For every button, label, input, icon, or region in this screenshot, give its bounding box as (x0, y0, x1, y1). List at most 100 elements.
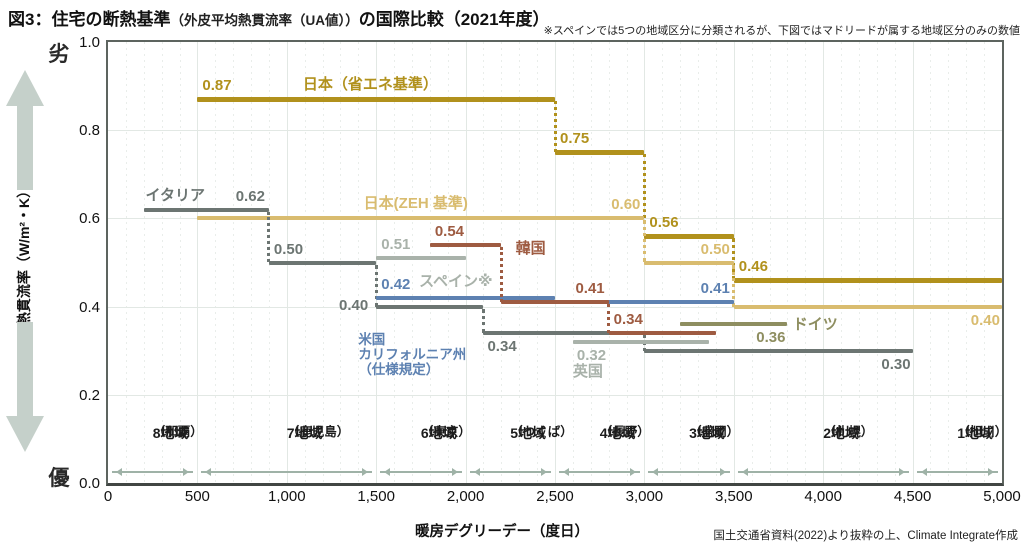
region-span-arrow (201, 468, 373, 476)
segment-us_ca (376, 295, 555, 300)
region-span-arrow (648, 468, 730, 476)
gridline-vertical-minor (966, 42, 968, 483)
gridline-vertical (465, 42, 467, 483)
y-tick: 1.0 (79, 34, 100, 51)
value-label-italy: 0.34 (487, 338, 517, 356)
x-tick: 2,000 (446, 488, 485, 505)
gridline-vertical-minor (483, 42, 485, 483)
value-label-japan_zeh: 0.60 (611, 196, 641, 214)
x-tick: 3,500 (715, 488, 753, 505)
value-label-japan_zeh: 0.40 (970, 311, 1000, 329)
value-label-italy: 0.40 (339, 296, 369, 314)
figure-title-paren: （外皮平均熱貫流率（UA値）） (170, 13, 359, 28)
gridline-vertical-minor (751, 42, 753, 483)
region-name: 5地域 (510, 425, 547, 441)
gridline-vertical-minor (537, 42, 539, 483)
gridline-vertical-minor (233, 42, 235, 483)
segment-korea (501, 300, 609, 305)
value-label-japan_enesho: 0.75 (560, 130, 590, 148)
x-tick: 4,000 (804, 488, 842, 505)
gridline-vertical (912, 42, 914, 483)
country-label-spain: スペイン※ (419, 273, 493, 291)
value-label-italy: 0.30 (881, 355, 911, 373)
gridline-vertical-minor (787, 42, 789, 483)
y-tick: 0.6 (79, 210, 100, 228)
segment-japan_zeh (197, 216, 645, 221)
gridline-vertical (823, 42, 825, 483)
country-label-japan_enesho: 日本（省エネ基準） (302, 76, 438, 94)
y-axis-tick-labels: 1.0 0.8 0.6 0.4 0.2 0.0 (56, 34, 100, 492)
value-label-japan_enesho: 0.56 (649, 214, 679, 232)
value-label-italy: 0.62 (235, 187, 265, 205)
gridline-vertical (376, 42, 378, 483)
segment-germany (680, 322, 788, 327)
gridline-vertical (197, 42, 199, 483)
country-label-italy: イタリア (145, 186, 205, 204)
segment-us_ca (555, 300, 734, 305)
x-tick: 500 (184, 488, 210, 505)
gridline-vertical-minor (215, 42, 217, 483)
y-tick: 0.0 (79, 475, 100, 492)
y-axis-up-arrow-icon (6, 70, 44, 190)
gridline-vertical-minor (572, 42, 574, 483)
gridline-vertical-minor (519, 42, 521, 483)
gridline-vertical-minor (858, 42, 860, 483)
gridline-vertical-minor (984, 42, 986, 483)
gridline-horizontal (108, 394, 1002, 396)
step-connector-korea (499, 246, 503, 303)
step-connector-korea (607, 304, 611, 334)
y-axis-title: 熱貫流率（W/m²・K） (16, 183, 32, 327)
region-span-arrow (469, 468, 551, 476)
step-connector-japan_enesho (553, 101, 557, 153)
value-label-japan_enesho: 0.87 (202, 77, 232, 95)
gridline-vertical-minor (590, 42, 592, 483)
x-axis-title: 暖房デグリーデー（度日） (415, 524, 589, 540)
value-label-korea: 0.34 (613, 311, 643, 329)
x-tick: 1,000 (268, 488, 306, 505)
region-city: （那覇） (152, 425, 203, 439)
gridline-vertical-minor (626, 42, 628, 483)
gridline-vertical-minor (161, 42, 163, 483)
step-connector-italy (374, 264, 378, 307)
x-tick: 1,500 (357, 488, 395, 505)
value-label-japan_zeh: 0.50 (700, 240, 730, 258)
region-name: 8地域 (152, 425, 189, 441)
value-label-japan_enesho: 0.46 (738, 258, 768, 276)
value-label-spain: 0.51 (381, 236, 411, 254)
value-label-germany: 0.36 (756, 329, 786, 347)
x-tick: 0 (103, 488, 113, 505)
value-label-korea: 0.54 (434, 222, 465, 240)
gridline-vertical-minor (805, 42, 807, 483)
step-connector-italy (267, 211, 271, 263)
region-name: 1地域 (957, 425, 994, 441)
value-label-us_ca: 0.42 (381, 275, 411, 293)
figure-title-main2: の国際比較（2021年度） (358, 10, 550, 29)
gridline-vertical-minor (251, 42, 253, 483)
segment-japan_enesho (644, 233, 734, 239)
x-tick: 3,000 (625, 488, 664, 505)
gridline-vertical-minor (876, 42, 878, 483)
region-span-arrow (380, 468, 462, 476)
gridline-vertical-minor (447, 42, 449, 483)
region-city: （東京） (420, 425, 471, 439)
segment-japan_enesho (197, 96, 555, 102)
gridline-vertical-minor (411, 42, 413, 483)
country-label-uk: 英国 (572, 362, 603, 380)
gridline-vertical-minor (179, 42, 181, 483)
step-connector-japan_enesho (642, 154, 646, 237)
gridline-vertical-minor (769, 42, 771, 483)
gridline-horizontal (108, 306, 1002, 308)
segment-korea (429, 242, 502, 247)
region-name: 4地域 (599, 425, 636, 441)
segment-italy (376, 304, 484, 309)
gridline-vertical-minor (429, 42, 431, 483)
y-axis-down-arrow-icon (6, 322, 44, 452)
step-connector-japan_enesho (732, 238, 736, 281)
segment-korea (608, 331, 716, 336)
region-city: （鹿児島） (286, 425, 350, 439)
gridline-vertical-minor (894, 42, 896, 483)
segment-japan_enesho (733, 277, 1002, 283)
y-axis-worse-label: 劣 (48, 43, 70, 66)
x-tick: 4,500 (893, 488, 932, 505)
segment-italy (143, 207, 269, 212)
